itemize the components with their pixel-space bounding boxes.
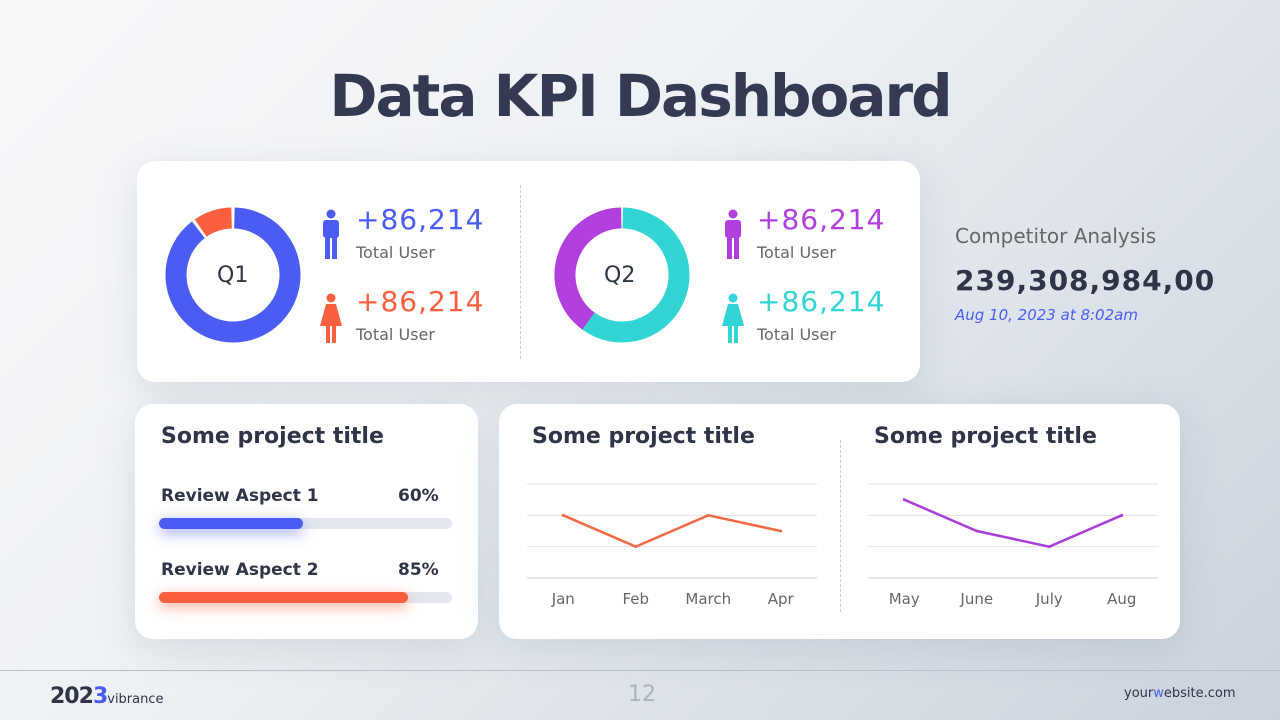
- q2-female-value: +86,214: [757, 285, 886, 318]
- competitor-title: Competitor Analysis: [955, 224, 1157, 248]
- chart-2-title: Some project title: [874, 424, 1097, 449]
- q2-male-value: +86,214: [757, 203, 886, 236]
- data-point: [561, 513, 565, 517]
- aspect-1-fill: [159, 518, 303, 529]
- x-tick-label: Apr: [767, 590, 794, 608]
- x-tick-label: Jan: [551, 590, 575, 608]
- data-point: [902, 498, 906, 502]
- q2-female-label: Total User: [757, 325, 836, 344]
- page-title: Data KPI Dashboard: [329, 62, 952, 130]
- aspect-2-pct: 85%: [398, 560, 439, 580]
- site-accent: w: [1153, 686, 1164, 701]
- line-charts-card: Some project title Some project title Ja…: [499, 404, 1180, 639]
- progress-title: Some project title: [161, 424, 384, 449]
- footer-divider: [0, 670, 1280, 671]
- data-point: [779, 529, 783, 533]
- site-part: your: [1124, 686, 1154, 701]
- x-tick-label: Feb: [622, 590, 650, 608]
- q1-male-label: Total User: [356, 243, 435, 262]
- q1-donut: [165, 207, 301, 343]
- q1-female-label: Total User: [356, 325, 435, 344]
- male-icon: [323, 209, 339, 259]
- x-tick-label: March: [685, 590, 732, 608]
- progress-card: Some project title Review Aspect 1 60% R…: [135, 404, 478, 639]
- female-icon: [722, 293, 744, 343]
- line-series-2: [903, 498, 1123, 548]
- divider: [840, 440, 841, 612]
- q1-male-slice: [165, 207, 301, 343]
- brand-year: 202: [50, 684, 94, 709]
- competitor-value: 239,308,984,00: [955, 264, 1216, 297]
- aspect-1-label: Review Aspect 1: [161, 486, 319, 506]
- x-tick-label: July: [1035, 590, 1063, 608]
- aspect-2-bar: [159, 592, 452, 603]
- divider: [520, 185, 521, 359]
- brand-logo: 2023vibrance: [50, 684, 164, 709]
- brand-accent: 3: [92, 684, 108, 709]
- q2-male-label: Total User: [757, 243, 836, 262]
- page-number: 12: [628, 682, 656, 707]
- x-tick-label: June: [960, 590, 994, 608]
- q1-female-value: +86,214: [356, 285, 485, 318]
- data-point: [706, 513, 710, 517]
- line-series-1: [562, 514, 782, 549]
- line-charts: [527, 483, 1158, 579]
- chart-1-title: Some project title: [532, 424, 755, 449]
- q1-male-value: +86,214: [356, 203, 485, 236]
- aspect-2-fill: [159, 592, 409, 603]
- competitor-date: Aug 10, 2023 at 8:02am: [955, 306, 1138, 324]
- aspect-1-pct: 60%: [398, 486, 439, 506]
- q2-female-slice: [582, 207, 690, 343]
- data-point: [634, 545, 638, 549]
- aspect-2-label: Review Aspect 2: [161, 560, 319, 580]
- data-point: [1120, 513, 1124, 517]
- aspect-1-bar: [159, 518, 452, 529]
- x-tick-label: May: [888, 590, 920, 608]
- data-point: [975, 529, 979, 533]
- male-icon: [725, 209, 741, 259]
- q2-male-slice: [554, 207, 622, 330]
- q2-label: Q2: [604, 263, 636, 288]
- website-link[interactable]: yourwebsite.com: [1124, 686, 1236, 701]
- x-tick-label: Aug: [1107, 590, 1137, 608]
- q1-label: Q1: [217, 263, 249, 288]
- female-icon: [320, 293, 342, 343]
- q1-female-slice: [194, 207, 233, 237]
- quarter-card: Q1 +86,214 Total User +86,214 Total User…: [137, 161, 920, 382]
- brand-name: vibrance: [107, 692, 164, 707]
- data-point: [1047, 545, 1051, 549]
- q2-donut: [554, 207, 690, 343]
- site-part: ebsite.com: [1163, 686, 1236, 701]
